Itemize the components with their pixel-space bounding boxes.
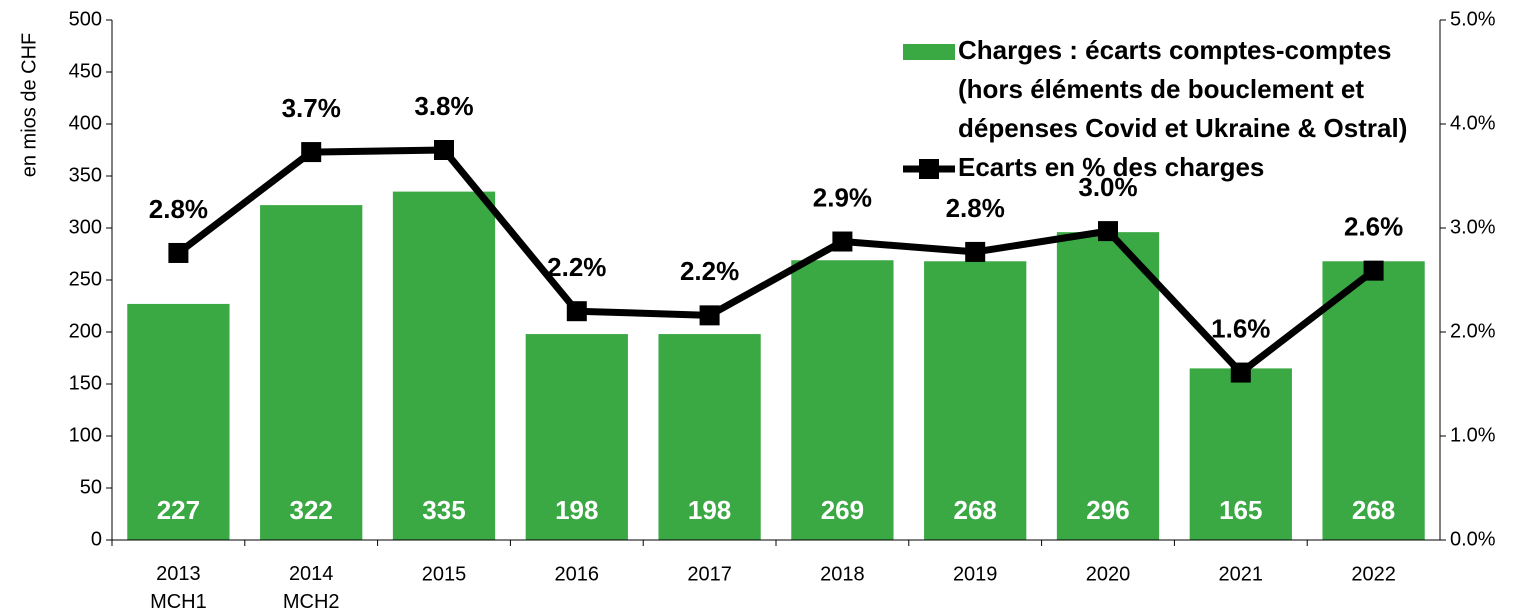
bar (260, 205, 363, 540)
bar-value-label: 322 (290, 495, 333, 525)
y-tick-label: 150 (69, 372, 102, 394)
line-value-label: 2.2% (680, 256, 739, 286)
line (176, 146, 1376, 377)
bar-value-label: 198 (688, 495, 731, 525)
bar (1056, 232, 1160, 540)
y2-tick-label: 0.0% (1450, 528, 1496, 550)
legend-marker (919, 159, 939, 179)
y-tick-label: 200 (69, 320, 102, 342)
y2-tick-label: 4.0% (1450, 112, 1496, 134)
x-tick-label: 2020 (1086, 563, 1131, 585)
bar (127, 303, 230, 540)
x-tick-label: 2016 (555, 563, 600, 585)
marker (434, 140, 454, 160)
legend-label: Charges : écarts comptes-comptes (hors él… (958, 35, 1407, 143)
bar (924, 261, 1027, 540)
x-tick-label: 2018 (820, 563, 865, 585)
y-tick-label: 500 (69, 8, 102, 30)
line-value-label: 2.2% (547, 252, 606, 282)
bar (392, 191, 496, 540)
marker (832, 231, 853, 252)
line-value-label: 2.8% (149, 194, 208, 224)
line-value-label: 2.9% (813, 182, 872, 212)
bar (525, 334, 628, 540)
legend-swatch (903, 44, 955, 60)
line-value-label: 3.7% (282, 93, 341, 123)
bar-value-label: 296 (1086, 495, 1129, 525)
line-value-label: 3.0% (1078, 172, 1137, 202)
x-tick-label: 2021 (1219, 563, 1264, 585)
y-tick-label: 450 (69, 60, 102, 82)
line-value-label: 3.8% (414, 91, 473, 121)
x-tick-label: 2019 (953, 563, 998, 585)
y-tick-label: 50 (80, 476, 102, 498)
line-value-label: 2.6% (1344, 212, 1403, 242)
y-tick-label: 400 (69, 112, 102, 134)
marker (566, 301, 587, 322)
y2-tick-label: 2.0% (1450, 320, 1496, 342)
bar-value-label: 269 (821, 495, 864, 525)
marker (301, 142, 322, 163)
marker (1230, 362, 1251, 383)
y-axis-label: en mios de CHF (18, 33, 40, 178)
bar (1189, 368, 1292, 540)
marker (699, 305, 720, 326)
x-tick-label: 2017 (687, 563, 732, 585)
bar (658, 334, 761, 540)
marker (168, 242, 189, 263)
line-value-label: 2.8% (946, 193, 1005, 223)
x-tick-label: 2013 MCH1 (150, 563, 207, 613)
x-tick-label: 2022 (1351, 563, 1396, 585)
y-tick-label: 350 (69, 164, 102, 186)
bar (1322, 261, 1425, 540)
y-tick-label: 250 (69, 268, 102, 290)
line-value-label: 1.6% (1211, 313, 1270, 343)
x-tick-label: 2015 (422, 563, 467, 585)
marker (1098, 221, 1118, 242)
marker (965, 241, 986, 262)
bar-value-label: 335 (422, 495, 465, 525)
y-tick-label: 300 (69, 216, 102, 238)
y-tick-label: 100 (69, 424, 102, 446)
y-tick-label: 0 (91, 528, 102, 550)
bar-value-label: 227 (157, 495, 200, 525)
x-tick-label: 2014 MCH2 (283, 563, 340, 613)
y2-tick-label: 5.0% (1450, 8, 1496, 30)
bar-value-label: 268 (954, 495, 997, 525)
bar-value-label: 268 (1352, 495, 1395, 525)
bar (791, 260, 894, 540)
bar-value-label: 198 (555, 495, 598, 525)
y2-tick-label: 3.0% (1450, 216, 1496, 238)
y2-tick-label: 1.0% (1450, 424, 1496, 446)
legend-label: Ecarts en % des charges (958, 152, 1264, 182)
bar-value-label: 165 (1219, 495, 1262, 525)
marker (1363, 260, 1384, 281)
